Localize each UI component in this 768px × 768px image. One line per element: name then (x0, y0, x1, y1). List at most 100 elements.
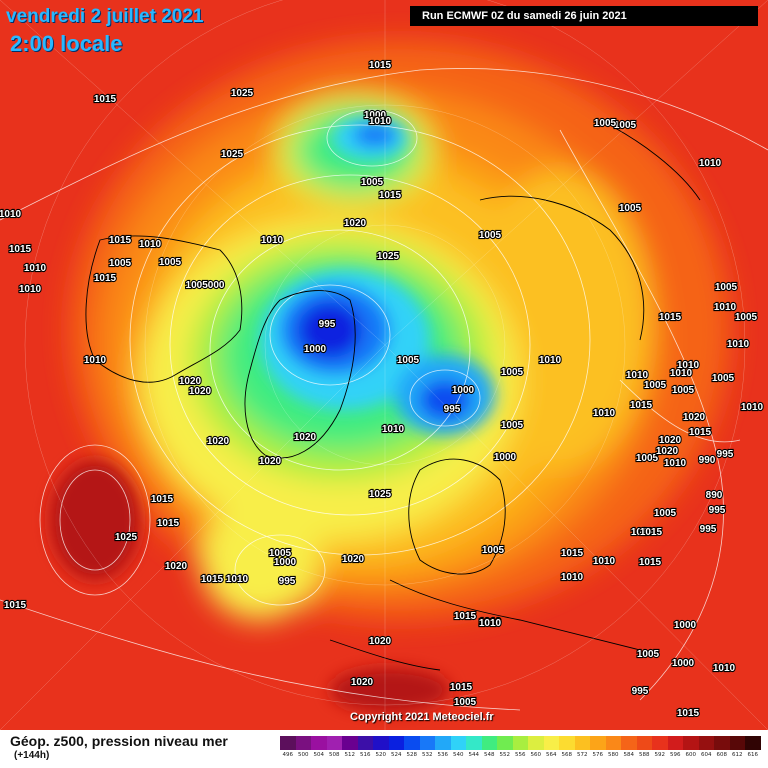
legend-step: 520 (373, 736, 389, 758)
legend-swatch (404, 736, 420, 750)
legend-label: 544 (468, 752, 480, 758)
legend-swatch (559, 736, 575, 750)
legend-swatch (590, 736, 606, 750)
pressure-label: 1005 (644, 380, 667, 391)
pressure-label: 1010 (261, 235, 284, 246)
pressure-label: 1005 (397, 355, 420, 366)
isobar-lines (0, 68, 768, 711)
pressure-label: 1005 (672, 385, 695, 396)
pressure-label: 1005 (735, 312, 758, 323)
legend-label: 568 (561, 752, 573, 758)
lead-time: (+144h) (14, 750, 50, 761)
pressure-label: 1005 (269, 548, 292, 559)
pressure-label: 1005 (614, 120, 637, 131)
legend-step: 592 (652, 736, 668, 758)
pressure-label: 1010 (631, 527, 654, 538)
legend-label: 536 (437, 752, 449, 758)
legend-step: 600 (683, 736, 699, 758)
legend-step: 552 (497, 736, 513, 758)
pressure-label: 1010 (479, 617, 502, 628)
pressure-label: 1000 (304, 344, 327, 355)
pressure-label: 1015 (9, 244, 32, 255)
legend-step: 616 (745, 736, 761, 758)
pressure-label: 1020 (683, 412, 706, 423)
legend-swatch (435, 736, 451, 750)
legend-step: 528 (404, 736, 420, 758)
legend-swatch (311, 736, 327, 750)
legend-label: 556 (515, 752, 526, 758)
latlon-grid (0, 0, 768, 730)
pressure-label: 1005 (361, 177, 384, 188)
pressure-label: 1015 (450, 682, 473, 693)
pressure-label: 1015 (369, 60, 392, 71)
legend-swatch (745, 736, 761, 750)
copyright-text: Copyright 2021 Meteociel.fr (350, 711, 494, 723)
legend-label: 540 (453, 752, 464, 758)
pressure-label: 990 (699, 455, 716, 466)
pressure-label: 1010 (226, 574, 249, 585)
pressure-label: 1000 (494, 452, 517, 463)
pressure-label: 1020 (342, 554, 365, 565)
pressure-label: 1020 (259, 456, 282, 467)
pressure-label: 1005 (712, 373, 735, 384)
pressure-label: 1000 (452, 385, 475, 396)
legend-swatch (512, 736, 528, 750)
legend-label: 496 (282, 752, 294, 758)
legend-label: 548 (484, 752, 495, 758)
color-scale-legend: 496 500 504 508 512 516 520 524 528 532 536 540 544 5… (280, 736, 761, 758)
legend-step: 612 (729, 736, 745, 758)
pressure-label: 1015 (639, 557, 662, 568)
model-run-banner: Run ECMWF 0Z du samedi 26 juin 2021 (410, 6, 758, 26)
pressure-label: 1010 (713, 663, 736, 674)
legend-label: 616 (747, 752, 759, 758)
legend-step: 540 (450, 736, 466, 758)
legend-label: 524 (391, 752, 402, 758)
pressure-label: 1025 (231, 88, 254, 99)
coastlines (85, 119, 701, 671)
legend-swatch (450, 736, 466, 750)
legend-swatch (729, 736, 745, 750)
legend-label: 560 (530, 752, 542, 758)
legend-swatch (280, 736, 296, 750)
legend-swatch (621, 736, 637, 750)
legend-step: 556 (512, 736, 528, 758)
forecast-map: 1015 1025 1015 1000 1010 1005 1025 1005 1015 1010… (0, 0, 768, 730)
legend-label: 580 (608, 752, 619, 758)
pressure-label: 1010 (369, 116, 392, 127)
pressure-label: 995 (279, 576, 296, 587)
pressure-label: 1010 (626, 370, 649, 381)
pressure-label: 1005 (619, 203, 642, 214)
pressure-label: 1010 (727, 339, 750, 350)
pressure-label: 1020 (656, 446, 679, 457)
pressure-label: 1020 (344, 218, 367, 229)
pressure-label: 1010 (714, 302, 737, 313)
legend-swatch (698, 736, 714, 750)
legend-step: 564 (543, 736, 559, 758)
legend-label: 528 (406, 752, 418, 758)
pressure-label: 1000 (674, 620, 697, 631)
pressure-label: 1015 (659, 312, 682, 323)
pressure-label: 1010 (24, 263, 47, 274)
legend-swatch (714, 736, 730, 750)
legend-step: 576 (590, 736, 606, 758)
pressure-label: 1010 (84, 355, 107, 366)
legend-swatch (419, 736, 435, 750)
pressure-label: 1025 (377, 251, 400, 262)
pressure-label: 1005 (109, 258, 132, 269)
legend-step: 532 (419, 736, 435, 758)
pressure-label: 1005 (715, 282, 738, 293)
pressure-label: 1020 (294, 432, 317, 443)
pressure-label: 1015 (379, 190, 402, 201)
pressure-label: 1010 (19, 284, 42, 295)
pressure-label: 1005000 (186, 280, 225, 291)
pressure-label: 1010 (593, 408, 616, 419)
legend-step: 608 (714, 736, 730, 758)
legend-label: 508 (329, 752, 340, 758)
legend-label: 504 (313, 752, 325, 758)
legend-step: 500 (295, 736, 311, 758)
pressure-label: 1005 (654, 508, 677, 519)
pressure-label: 1015 (677, 708, 700, 719)
legend-swatch (683, 736, 699, 750)
pressure-label: 1005 (501, 367, 524, 378)
